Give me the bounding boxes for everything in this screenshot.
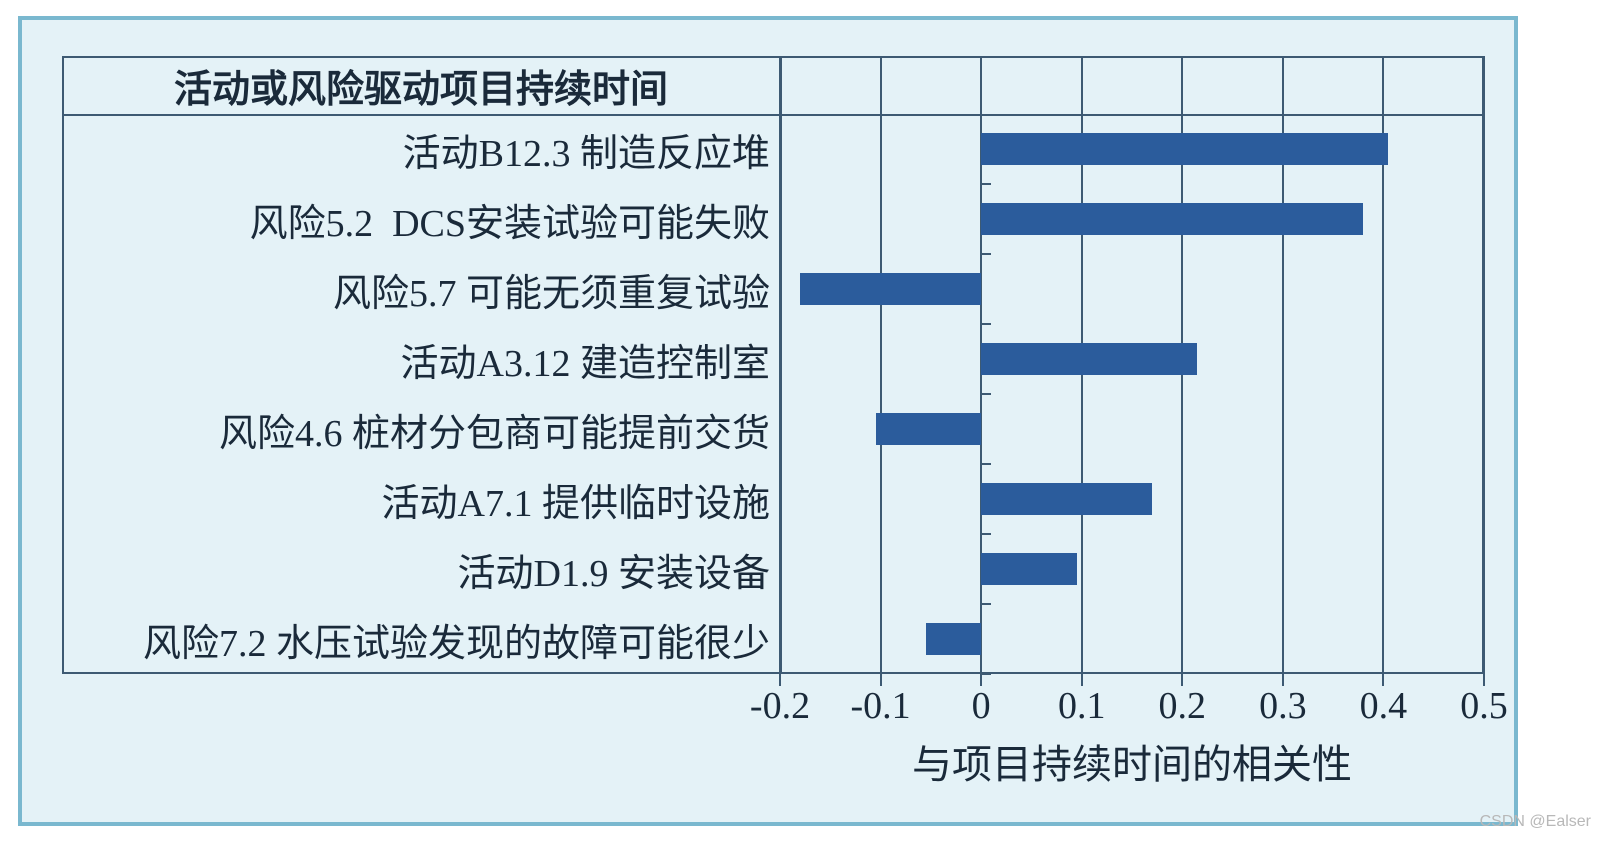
bar	[876, 413, 982, 445]
x-axis-title: 与项目持续时间的相关性	[780, 732, 1484, 790]
bar	[981, 203, 1363, 235]
axis-minor-tick	[981, 183, 991, 185]
bar	[800, 273, 981, 305]
axis-minor-tick	[981, 533, 991, 535]
axis-minor-tick	[981, 253, 991, 255]
row-label: 风险5.2 DCS安装试验可能失败	[62, 184, 770, 254]
bar	[981, 553, 1077, 585]
bar	[981, 133, 1388, 165]
gridline	[1483, 56, 1485, 674]
row-label: 风险5.7 可能无须重复试验	[62, 254, 770, 324]
row-label: 风险7.2 水压试验发现的故障可能很少	[62, 604, 770, 674]
axis-minor-tick	[981, 323, 991, 325]
row-label: 活动A3.12 建造控制室	[62, 324, 770, 394]
gridline	[880, 56, 882, 674]
chart-panel: 活动或风险驱动项目持续时间活动B12.3 制造反应堆风险5.2 DCS安装试验可…	[18, 16, 1518, 826]
bar	[981, 343, 1197, 375]
gridline	[779, 56, 781, 674]
axis-minor-tick	[981, 603, 991, 605]
column-header: 活动或风险驱动项目持续时间	[62, 56, 780, 114]
axis-minor-tick	[981, 393, 991, 395]
x-tick-label: 0.5	[1424, 684, 1544, 728]
row-label: 活动A7.1 提供临时设施	[62, 464, 770, 534]
row-label: 风险4.6 桩材分包商可能提前交货	[62, 394, 770, 464]
row-label: 活动B12.3 制造反应堆	[62, 114, 770, 184]
axis-minor-tick	[981, 463, 991, 465]
axis-minor-tick	[981, 673, 991, 675]
bar	[926, 623, 981, 655]
bar	[981, 483, 1152, 515]
watermark: CSDN @Ealser	[1480, 813, 1591, 831]
row-label: 活动D1.9 安装设备	[62, 534, 770, 604]
